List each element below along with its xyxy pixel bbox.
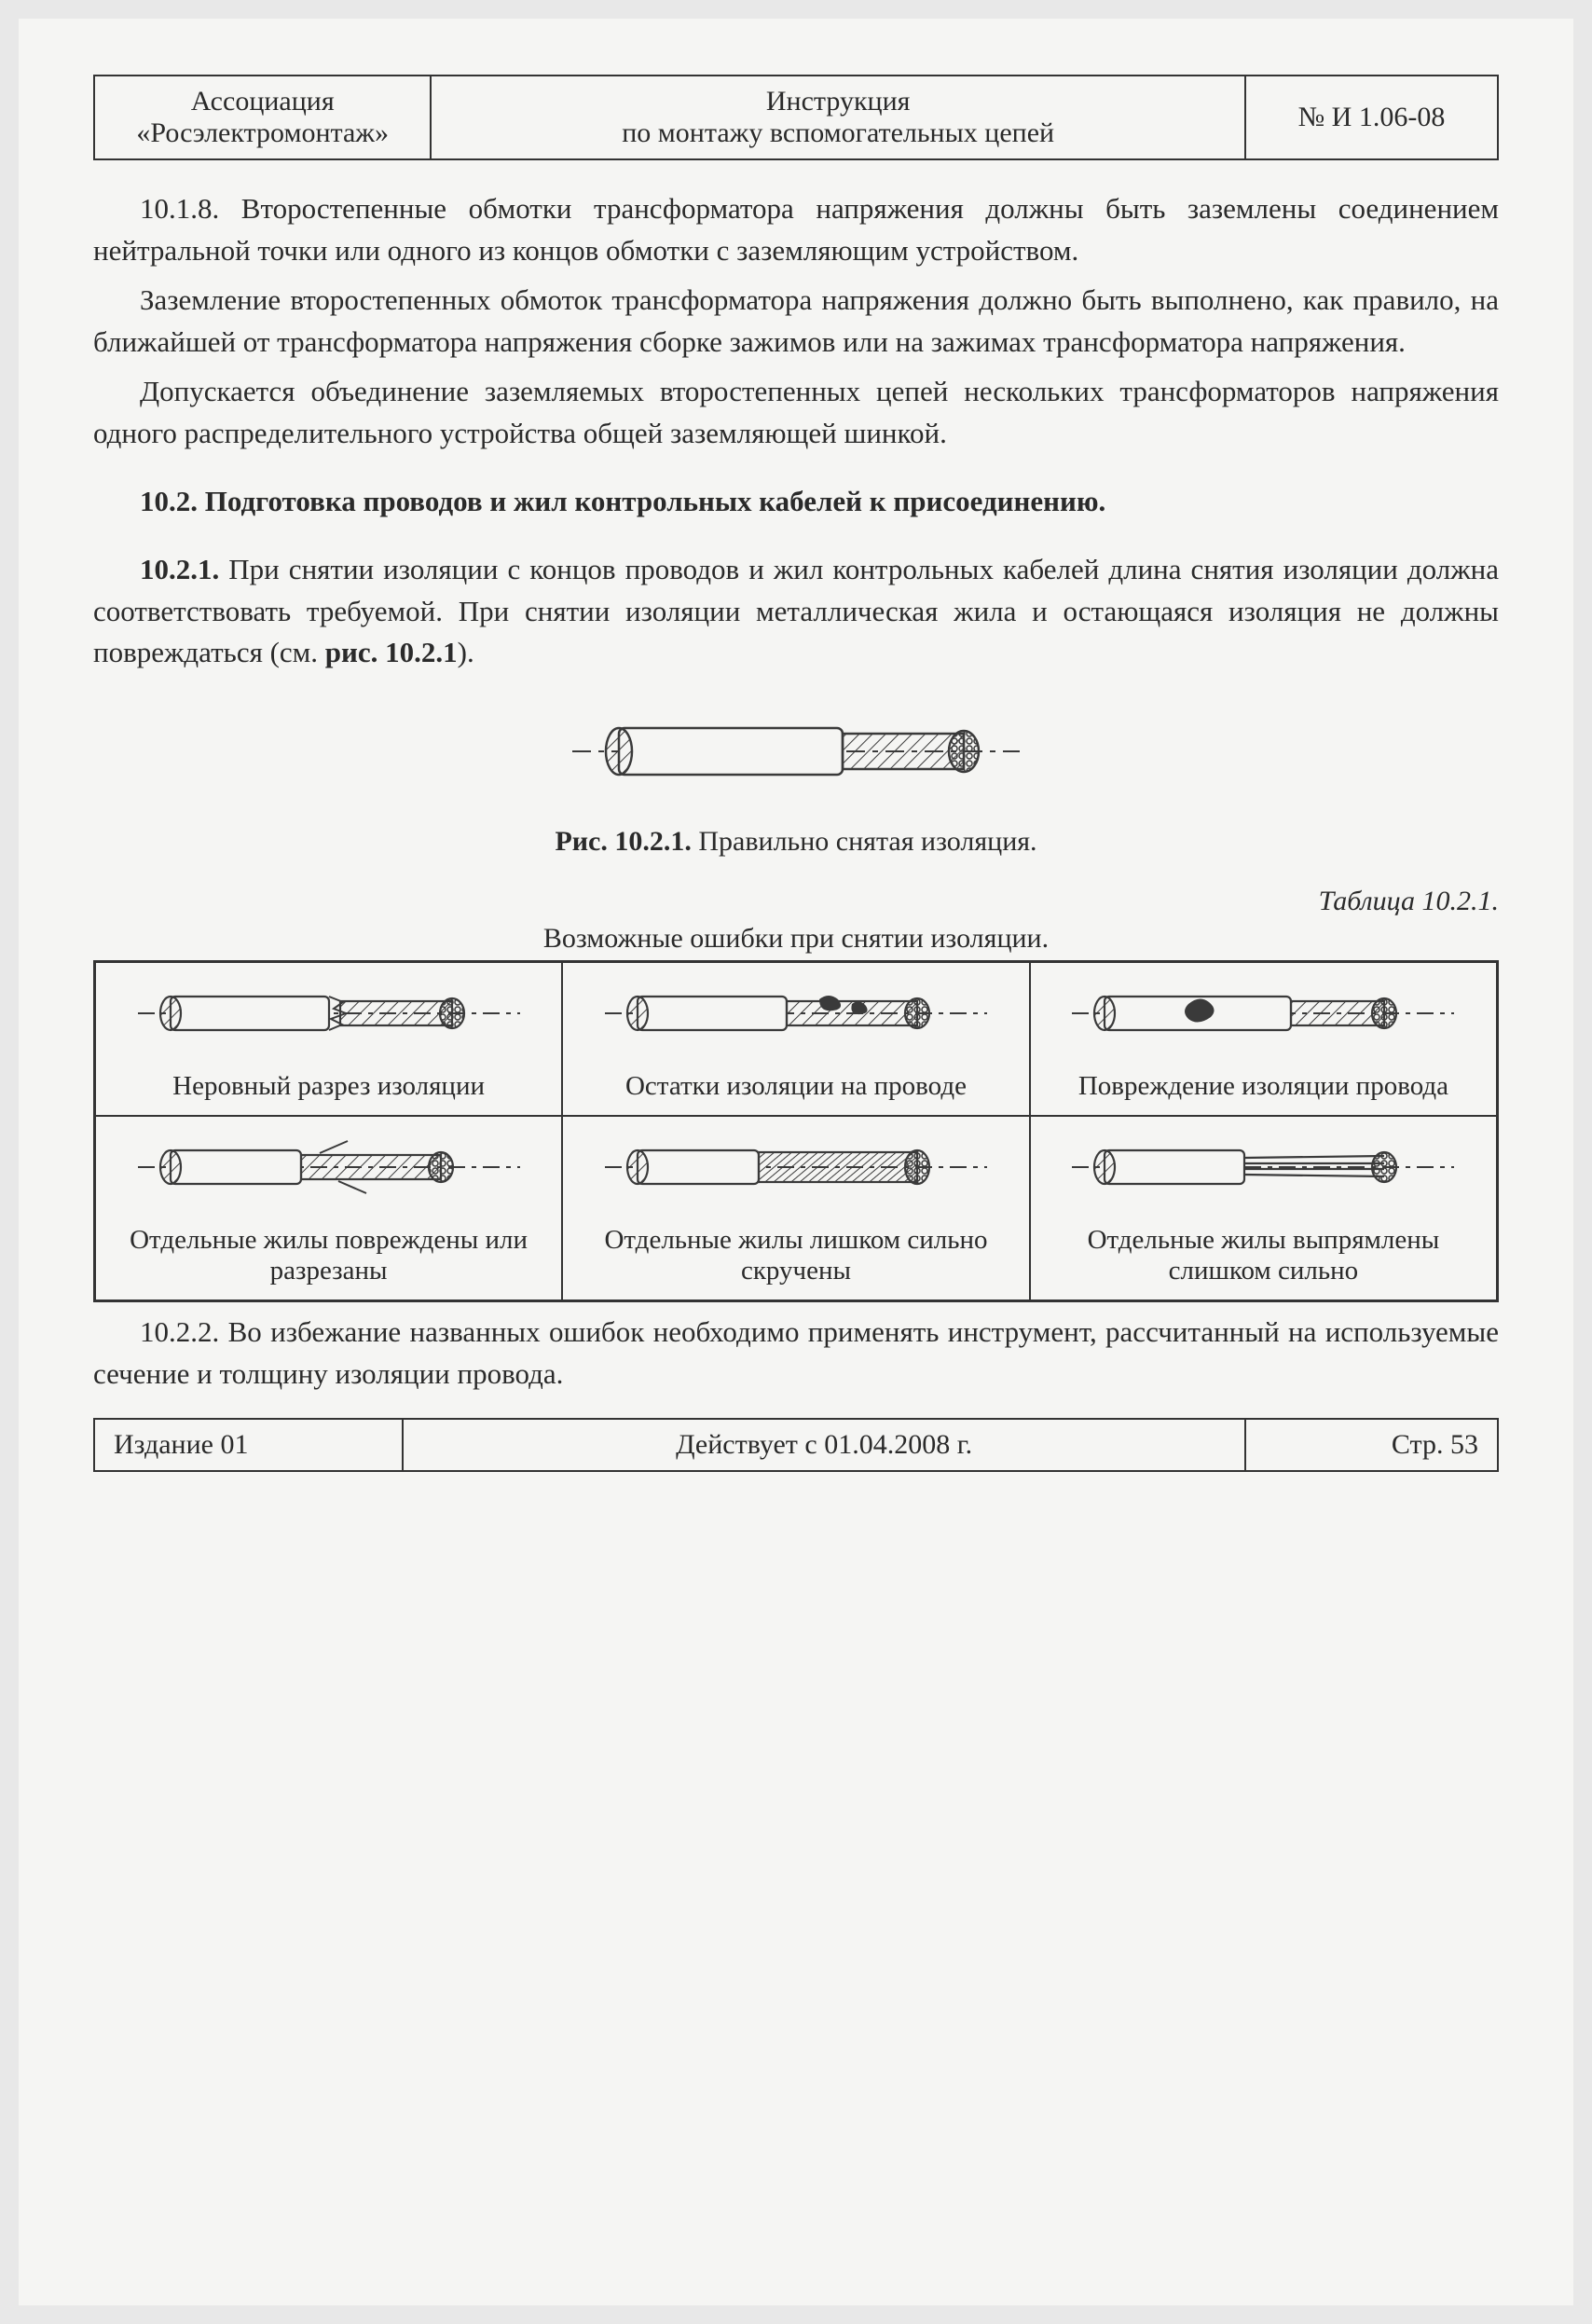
table-title: Возможные ошибки при снятии изоляции. (93, 923, 1499, 955)
error-cell-4: Отдельные жилы повреждены или разрезаны (95, 1116, 563, 1301)
figure-caption-bold: Рис. 10.2.1. (555, 826, 691, 857)
footer-page: Стр. 53 (1245, 1419, 1498, 1471)
error-cell-6: Отдельные жилы выпрямлены слишком сильно (1030, 1116, 1498, 1301)
footer-valid: Действует с 01.04.2008 г. (403, 1419, 1245, 1471)
error-cell-3: Повреждение изоляции провода (1030, 962, 1498, 1117)
para-10-2-2: 10.2.2. Во избежание названных ошибок не… (93, 1312, 1499, 1396)
wire-damaged-insulation-icon (1067, 976, 1459, 1051)
para-lead: 10.2.1. (140, 553, 219, 585)
error-cell-5: Отдельные жилы лишком сильно скручены (562, 1116, 1030, 1301)
title-line2: по монтажу вспомогательных цепей (622, 117, 1054, 148)
wire-correct-icon (563, 700, 1029, 803)
document-page: Ассоциация «Росэлектромонтаж» Инструкция… (19, 19, 1573, 2305)
org-line1: Ассоциация (191, 86, 335, 117)
header-docnum-cell: № И 1.06-08 (1245, 76, 1498, 159)
error-label-1: Неровный разрез изоляции (105, 1071, 552, 1102)
figure-caption: Рис. 10.2.1. Правильно снятая изоляция. (93, 826, 1499, 858)
doc-number: № И 1.06-08 (1298, 102, 1446, 132)
para-end: ). (458, 636, 474, 668)
error-label-2: Остатки изоляции на проводе (572, 1071, 1020, 1102)
wire-residue-icon (600, 976, 992, 1051)
section-10-2-heading: 10.2. Подготовка проводов и жил контроль… (93, 481, 1499, 523)
footer-table: Издание 01 Действует с 01.04.2008 г. Стр… (93, 1418, 1499, 1472)
error-cell-1: Неровный разрез изоляции (95, 962, 563, 1117)
wire-overstraightened-icon (1067, 1130, 1459, 1204)
para-combining: Допускается объединение заземляемых втор… (93, 371, 1499, 455)
header-title-cell: Инструкция по монтажу вспомогательных це… (431, 76, 1244, 159)
header-table: Ассоциация «Росэлектромонтаж» Инструкция… (93, 75, 1499, 160)
footer-edition: Издание 01 (94, 1419, 403, 1471)
para-body: При снятии изоляции с концов проводов и … (93, 553, 1499, 669)
para-10-1-8: 10.1.8. Второстепенные обмотки трансформ… (93, 188, 1499, 272)
error-label-6: Отдельные жилы выпрямлены слишком сильно (1040, 1225, 1487, 1286)
error-cell-2: Остатки изоляции на проводе (562, 962, 1030, 1117)
figure-caption-text: Правильно снятая изоляция. (692, 826, 1037, 857)
para-10-2-1: 10.2.1. При снятии изоляции с концов про… (93, 549, 1499, 675)
wire-damaged-strands-icon (133, 1130, 525, 1204)
header-org-cell: Ассоциация «Росэлектромонтаж» (94, 76, 431, 159)
para-grounding: Заземление второстепенных обмоток трансф… (93, 280, 1499, 364)
title-line1: Инструкция (766, 86, 911, 117)
figure-10-2-1: Рис. 10.2.1. Правильно снятая изоляция. (93, 700, 1499, 858)
error-label-4: Отдельные жилы повреждены или разрезаны (105, 1225, 552, 1286)
org-line2: «Росэлектромонтаж» (136, 117, 389, 148)
error-label-3: Повреждение изоляции провода (1040, 1071, 1487, 1102)
wire-overtwisted-icon (600, 1130, 992, 1204)
error-table: Неровный разрез изоляции Остатки изоляци… (93, 960, 1499, 1302)
wire-uneven-cut-icon (133, 976, 525, 1051)
para-figref: рис. 10.2.1 (325, 636, 458, 668)
table-reference: Таблица 10.2.1. (93, 886, 1499, 917)
error-label-5: Отдельные жилы лишком сильно скручены (572, 1225, 1020, 1286)
